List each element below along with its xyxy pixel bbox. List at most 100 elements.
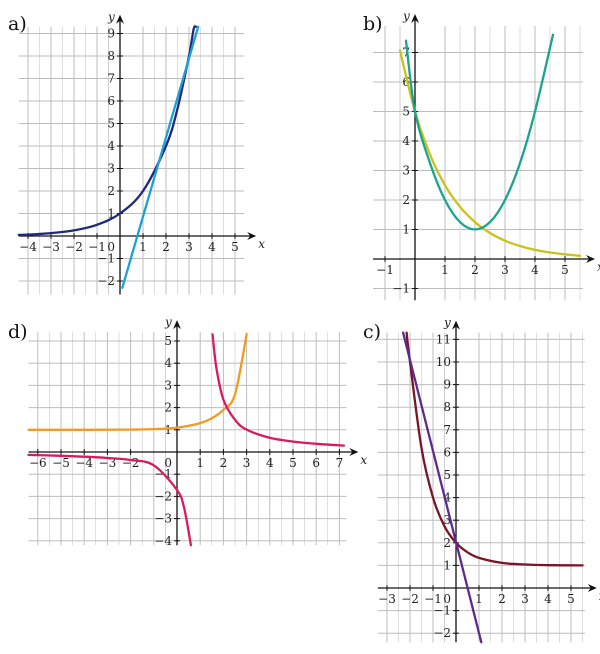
- x-tick-label: 2: [162, 240, 170, 254]
- y-tick-label: −2: [433, 626, 451, 640]
- y-tick-label: 4: [164, 356, 172, 370]
- x-axis-label: x: [597, 260, 600, 274]
- x-tick-label: 4: [208, 240, 216, 254]
- x-tick-label: 4: [544, 592, 552, 606]
- series-curve-1: [401, 331, 483, 644]
- x-tick-label: −1: [88, 240, 106, 254]
- x-tick-label: −2: [65, 240, 83, 254]
- x-tick-label: −2: [401, 592, 419, 606]
- y-tick-label: 6: [443, 445, 451, 459]
- y-tick-label: 7: [443, 423, 451, 437]
- x-axis-label: x: [360, 453, 367, 467]
- x-axis-arrow: [247, 232, 257, 240]
- y-axis-label: y: [402, 9, 410, 23]
- x-tick-label: −3: [99, 456, 117, 470]
- x-tick-label: 3: [521, 592, 529, 606]
- y-tick-label: 1: [164, 423, 172, 437]
- x-axis-arrow: [349, 448, 359, 456]
- series-curve-1: [404, 33, 555, 231]
- origin-label: 0: [443, 592, 451, 606]
- x-tick-label: −4: [19, 240, 37, 254]
- graph-panel-0: a) x y −4 −3 −2 −1 1 2 3 4 5 −2 −1 1 2 3 4 5 6 7 8 9 0: [8, 10, 265, 295]
- y-tick-label: −2: [97, 274, 115, 288]
- x-tick-label: 2: [471, 263, 479, 277]
- y-tick-label: 1: [443, 558, 451, 572]
- y-tick-label: 1: [402, 223, 410, 237]
- x-tick-label: 7: [336, 456, 344, 470]
- series-curve-1: [211, 333, 346, 447]
- origin-label: 0: [107, 240, 115, 254]
- y-tick-label: 7: [107, 72, 115, 86]
- x-tick-label: 3: [185, 240, 193, 254]
- y-axis-arrow: [452, 320, 460, 330]
- x-tick-label: 1: [196, 456, 204, 470]
- x-tick-label: 1: [441, 263, 449, 277]
- y-tick-label: 5: [443, 468, 451, 482]
- y-axis-arrow: [116, 14, 124, 24]
- x-tick-label: 6: [312, 456, 320, 470]
- y-tick-label: 10: [436, 355, 451, 369]
- y-tick-label: 2: [443, 536, 451, 550]
- y-tick-label: −4: [154, 534, 172, 548]
- x-tick-label: −6: [29, 456, 47, 470]
- panel-label: a): [8, 13, 27, 35]
- y-tick-label: 3: [443, 513, 451, 527]
- graph-panel-3: c) x y −3 −2 −1 1 2 3 4 5 −2 −1 1 2 3 4 5 6 7 8 9 10 11 0: [363, 316, 600, 644]
- y-tick-label: 9: [107, 27, 115, 41]
- y-axis-arrow: [173, 320, 181, 330]
- x-tick-label: 2: [220, 456, 228, 470]
- series-curve-2: [27, 453, 193, 547]
- y-tick-label: 6: [402, 75, 410, 89]
- series-curve-0: [405, 331, 584, 567]
- y-tick-label: 3: [402, 164, 410, 178]
- y-tick-label: 9: [443, 378, 451, 392]
- y-tick-label: 8: [107, 49, 115, 63]
- y-tick-label: −1: [97, 252, 115, 266]
- x-tick-label: −5: [52, 456, 70, 470]
- y-tick-label: 5: [107, 117, 115, 131]
- x-tick-label: −1: [424, 592, 442, 606]
- panel-label: d): [8, 321, 28, 343]
- y-tick-label: 3: [164, 378, 172, 392]
- x-tick-label: −1: [376, 263, 394, 277]
- y-tick-label: 1: [107, 207, 115, 221]
- y-tick-label: −1: [392, 282, 410, 296]
- y-tick-label: 4: [107, 139, 115, 153]
- y-tick-label: 5: [402, 105, 410, 119]
- x-tick-label: 5: [231, 240, 239, 254]
- y-axis-label: y: [443, 316, 451, 330]
- x-tick-label: −3: [378, 592, 396, 606]
- series-curve-0: [398, 49, 582, 257]
- y-axis-arrow: [411, 13, 419, 23]
- panel-label: b): [363, 13, 383, 35]
- panel-label: c): [363, 321, 381, 343]
- origin-label: 0: [164, 456, 172, 470]
- x-tick-label: −3: [42, 240, 60, 254]
- y-tick-label: 4: [402, 134, 410, 148]
- x-axis-label: x: [599, 589, 600, 603]
- y-tick-label: 4: [443, 491, 451, 505]
- y-tick-label: −2: [154, 489, 172, 503]
- y-tick-label: 6: [107, 94, 115, 108]
- y-tick-label: −1: [433, 604, 451, 618]
- x-tick-label: 1: [139, 240, 147, 254]
- y-tick-label: −3: [154, 512, 172, 526]
- series-curve-1: [121, 25, 200, 289]
- x-axis-label: x: [258, 237, 265, 251]
- y-tick-label: 2: [402, 193, 410, 207]
- x-tick-label: 4: [531, 263, 539, 277]
- x-tick-label: 4: [266, 456, 274, 470]
- y-axis-label: y: [107, 10, 115, 24]
- x-tick-label: 5: [561, 263, 569, 277]
- x-axis-arrow: [586, 255, 595, 263]
- y-tick-label: 11: [436, 332, 451, 346]
- x-axis-arrow: [587, 584, 597, 592]
- x-tick-label: 5: [567, 592, 575, 606]
- series-curve-0: [27, 333, 248, 431]
- x-tick-label: 2: [498, 592, 506, 606]
- y-tick-label: 2: [107, 184, 115, 198]
- y-tick-label: 3: [107, 162, 115, 176]
